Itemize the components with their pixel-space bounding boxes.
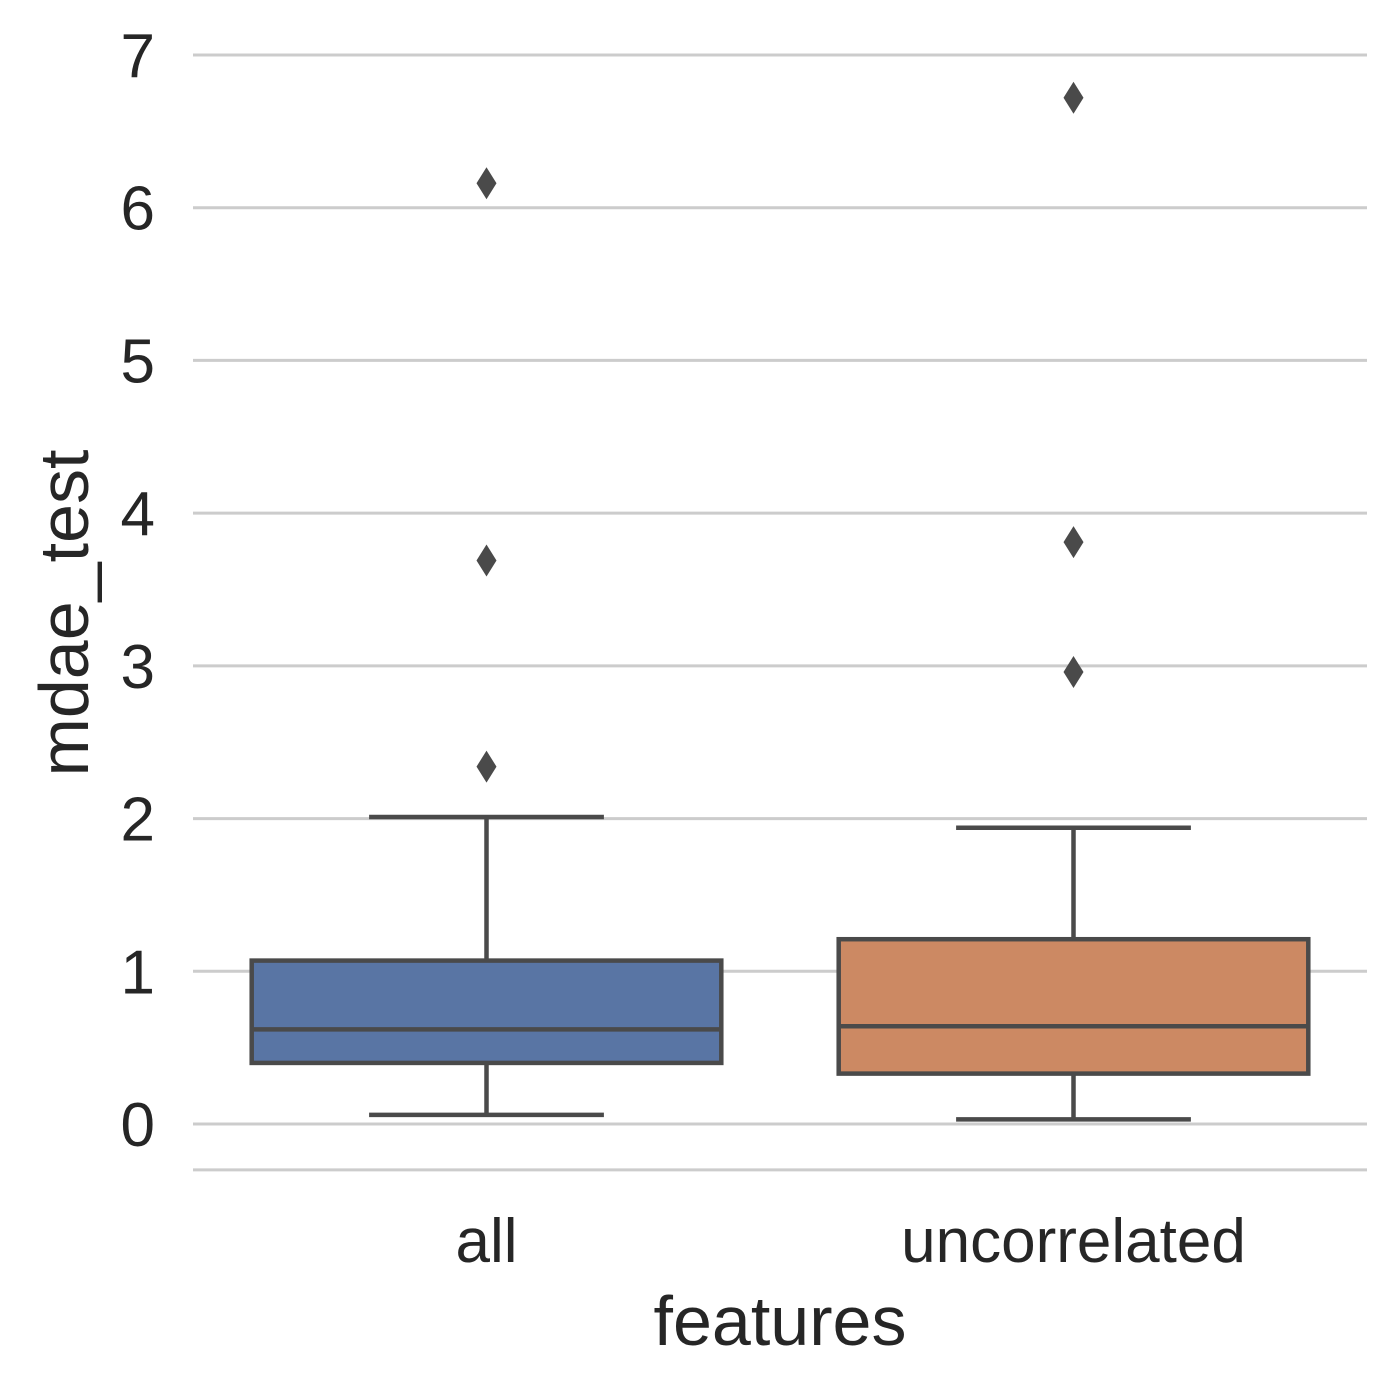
outlier-point <box>476 544 497 577</box>
box-iqr <box>836 936 1311 1076</box>
x-tick-label: all <box>455 1207 517 1276</box>
y-tick-label: 3 <box>121 633 155 702</box>
y-tick-label: 1 <box>121 938 155 1007</box>
y-tick-label: 6 <box>121 175 155 244</box>
y-tick-label: 2 <box>121 786 155 855</box>
box-all <box>249 167 724 1118</box>
tick-labels: 0 1 2 3 4 5 6 7 all uncorrelated <box>121 22 1246 1276</box>
y-axis-label: mdae_test <box>25 450 103 777</box>
x-tick-label: uncorrelated <box>901 1207 1246 1276</box>
outlier-point <box>476 750 497 783</box>
y-tick-label: 7 <box>121 22 155 91</box>
outlier-point <box>1063 655 1084 688</box>
outlier-point <box>1063 81 1084 114</box>
outlier-point <box>476 167 497 200</box>
box-series <box>249 81 1311 1122</box>
y-tick-label: 5 <box>121 327 155 396</box>
x-axis-label: features <box>654 1282 907 1360</box>
y-tick-label: 4 <box>121 480 155 549</box>
y-tick-label: 0 <box>121 1091 155 1160</box>
box-uncorrelated <box>836 81 1311 1122</box>
box-iqr <box>249 958 724 1066</box>
outlier-point <box>1063 526 1084 559</box>
